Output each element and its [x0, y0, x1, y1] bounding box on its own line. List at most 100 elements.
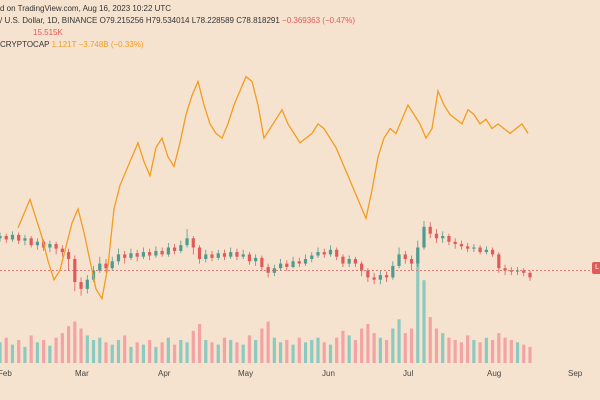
- candle: [416, 240, 420, 268]
- candle: [54, 241, 58, 255]
- volume-bar: [416, 253, 420, 363]
- volume-bar: [123, 335, 127, 363]
- volume-bar: [347, 335, 351, 363]
- volume-bar: [104, 342, 108, 363]
- candle: [172, 244, 177, 255]
- symbol-name: / U.S. Dollar, 1D, BINANCE: [0, 16, 98, 25]
- volume-bar: [222, 337, 227, 363]
- open-value: O79.215256: [99, 16, 144, 25]
- x-tick-label: Aug: [487, 369, 501, 378]
- candle: [453, 238, 457, 249]
- candle: [85, 275, 89, 294]
- candle: [123, 250, 127, 264]
- volume-bar: [291, 344, 295, 363]
- volume-bar: [478, 342, 482, 363]
- volume-bar: [466, 335, 470, 363]
- volume-bar: [166, 337, 170, 363]
- volume-bar: [360, 328, 364, 363]
- volume-bar: [384, 340, 389, 363]
- candle: [185, 229, 189, 248]
- overlay-series-line: [17, 75, 529, 301]
- candle: [360, 261, 364, 277]
- candle: [0, 232, 2, 242]
- volume-bar: [260, 328, 264, 363]
- volume-bar: [110, 344, 114, 363]
- candle: [29, 236, 33, 248]
- volume-bar: [148, 340, 152, 363]
- candle: [353, 256, 358, 268]
- high-value: H79.534014: [145, 16, 190, 25]
- candle: [48, 240, 52, 253]
- volume-bar: [322, 342, 326, 363]
- volume-bar: [266, 321, 270, 363]
- volume-bar: [328, 344, 333, 363]
- candle: [422, 221, 426, 250]
- candle: [254, 254, 258, 266]
- candle: [197, 245, 202, 264]
- candle: [528, 270, 532, 281]
- volume-bar: [247, 335, 252, 363]
- overlay-value: 1.121T: [51, 40, 77, 49]
- candle: [378, 270, 382, 285]
- candle: [35, 238, 40, 250]
- volume-bar: [447, 337, 451, 363]
- volume-bar: [310, 340, 314, 363]
- volume-bar: [35, 342, 40, 363]
- volume-bar: [397, 319, 401, 363]
- candle: [322, 248, 326, 258]
- candle: [266, 263, 270, 278]
- candle: [210, 250, 214, 262]
- candle: [278, 259, 283, 271]
- volume-bar: [154, 346, 158, 363]
- candle: [428, 222, 432, 239]
- x-tick-label: Jun: [322, 369, 335, 378]
- candle: [247, 252, 252, 265]
- volume-bars: [0, 253, 532, 363]
- candle: [166, 242, 170, 257]
- candle: [272, 264, 276, 277]
- volume-bar: [66, 326, 71, 363]
- candle: [148, 248, 152, 261]
- legend-row-source: d on TradingView.com, Aug 16, 2023 10:22…: [0, 3, 171, 15]
- candle: [191, 236, 195, 255]
- candle: [222, 249, 227, 261]
- candle: [141, 247, 146, 259]
- volume-bar: [85, 335, 89, 363]
- volume-bar: [303, 342, 308, 363]
- legend-row-volume: 15.515K: [0, 27, 63, 39]
- candle: [484, 246, 488, 255]
- candle: [66, 248, 71, 271]
- volume-bar: [54, 337, 58, 363]
- x-tick-label: Mar: [75, 369, 89, 378]
- candle: [4, 233, 8, 243]
- volume-bar: [522, 344, 526, 363]
- volume-bar: [428, 317, 432, 363]
- volume-bar: [79, 328, 83, 363]
- candle: [285, 260, 289, 271]
- candle: [291, 256, 295, 269]
- volume-bar: [60, 333, 64, 363]
- candle: [303, 254, 308, 266]
- volume-bar: [48, 345, 52, 363]
- volume-bar: [434, 328, 439, 363]
- x-tick-label: May: [238, 369, 253, 378]
- legend-row-overlay: CRYPTOCAP 1.121T −3.748B (−0.33%): [0, 39, 144, 51]
- candle: [391, 261, 395, 280]
- volume-bar: [353, 340, 358, 363]
- candle: [260, 255, 264, 271]
- candle: [60, 245, 64, 257]
- volume-bar: [91, 340, 96, 363]
- candle: [110, 256, 114, 271]
- volume-bar: [10, 344, 15, 363]
- volume-bar: [366, 323, 370, 363]
- legend-row-ohlc: / U.S. Dollar, 1D, BINANCE O79.215256 H7…: [0, 15, 355, 27]
- volume-value: 15.515K: [33, 28, 63, 37]
- volume-bar: [403, 333, 407, 363]
- x-axis: Feb Mar Apr May Jun Jul Aug Sep: [0, 369, 583, 378]
- volume-bar: [453, 340, 457, 363]
- candles: [0, 221, 532, 296]
- volume-bar: [459, 342, 464, 363]
- volume-bar: [197, 323, 202, 363]
- candle: [434, 229, 439, 243]
